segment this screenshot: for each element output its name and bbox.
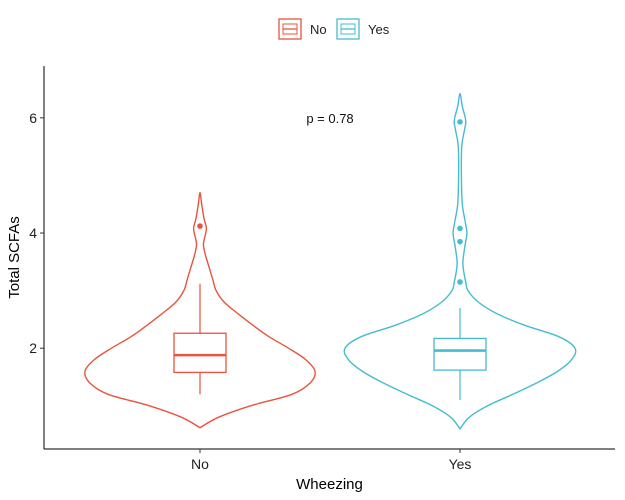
y-tick-label: 2 (29, 340, 37, 356)
chart-marks (84, 92, 577, 430)
outlier-point-no-0 (197, 223, 203, 229)
box-yes (433, 337, 487, 371)
p-value-annotation: p = 0.78 (306, 111, 353, 126)
axes: 2 4 6 No Yes (29, 66, 615, 472)
x-tick-label: Yes (449, 456, 472, 472)
x-axis-title: Wheezing (296, 476, 363, 493)
violin-yes (343, 92, 577, 430)
outlier-point-yes-0 (457, 279, 463, 285)
outlier-point-yes-3 (457, 119, 463, 125)
violin-no (84, 192, 316, 429)
y-tick-label: 4 (29, 225, 37, 241)
y-tick-label: 6 (29, 110, 37, 126)
legend-item-yes: Yes (336, 18, 390, 40)
legend-label: No (310, 22, 327, 37)
x-tick-label: No (191, 456, 209, 472)
y-axis-title: Total SCFAs (6, 216, 23, 299)
legend: No Yes (278, 18, 390, 40)
outlier-point-yes-2 (457, 225, 463, 232)
box-no (173, 332, 227, 374)
legend-label: Yes (368, 22, 390, 37)
legend-item-no: No (278, 18, 327, 40)
outlier-point-yes-1 (457, 238, 463, 245)
